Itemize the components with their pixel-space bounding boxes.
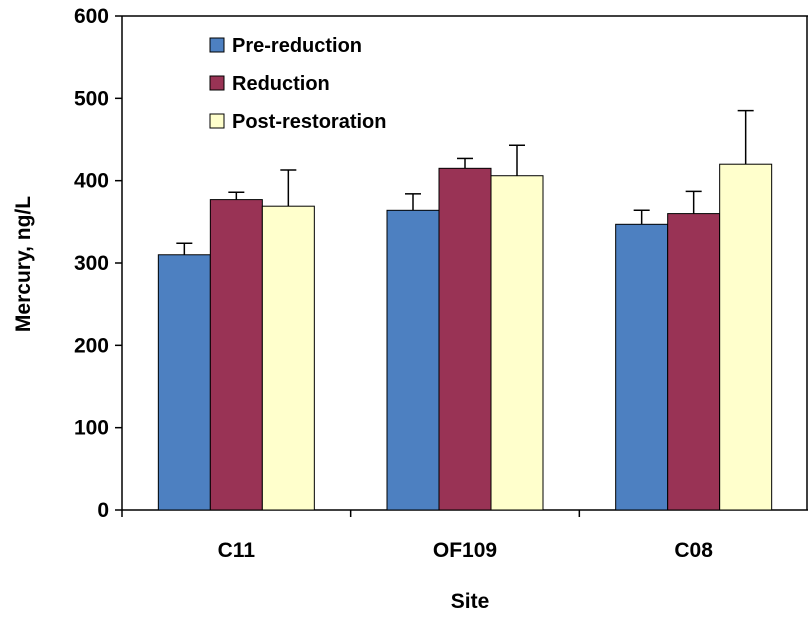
bar [386,209,440,511]
bar [157,254,211,511]
y-axis-title: Mercury, ng/L [12,196,35,332]
x-axis-ticks: C11 OF109 C08 [121,510,713,562]
bar [261,205,315,511]
legend-label: Post-restoration [232,111,386,133]
x-tick-label: OF109 [433,539,497,562]
bars [157,109,773,511]
y-axis-ticks: 0 100 200 300 400 500 600 [74,5,122,522]
y-tick-label: 0 [97,499,109,522]
y-tick-label: 400 [74,170,109,193]
y-tick-label: 200 [74,334,109,357]
y-tick-label: 300 [74,252,109,275]
legend-swatch [209,37,225,53]
y-tick-label: 100 [74,417,109,440]
bar [719,163,773,511]
legend: Pre-reduction Reduction Post-restoration [209,35,386,133]
y-tick-label: 600 [74,5,109,28]
legend-label: Reduction [232,73,330,95]
bar [667,213,721,511]
x-tick-label: C08 [674,539,713,562]
x-axis-title: Site [451,590,490,613]
legend-label: Pre-reduction [232,35,362,57]
y-tick-label: 500 [74,87,109,110]
bar [615,223,669,511]
legend-swatch [209,113,225,129]
x-tick-label: C11 [218,539,256,562]
bar [490,175,544,511]
legend-swatch [209,75,225,91]
bar [209,199,263,511]
bar [438,167,492,511]
